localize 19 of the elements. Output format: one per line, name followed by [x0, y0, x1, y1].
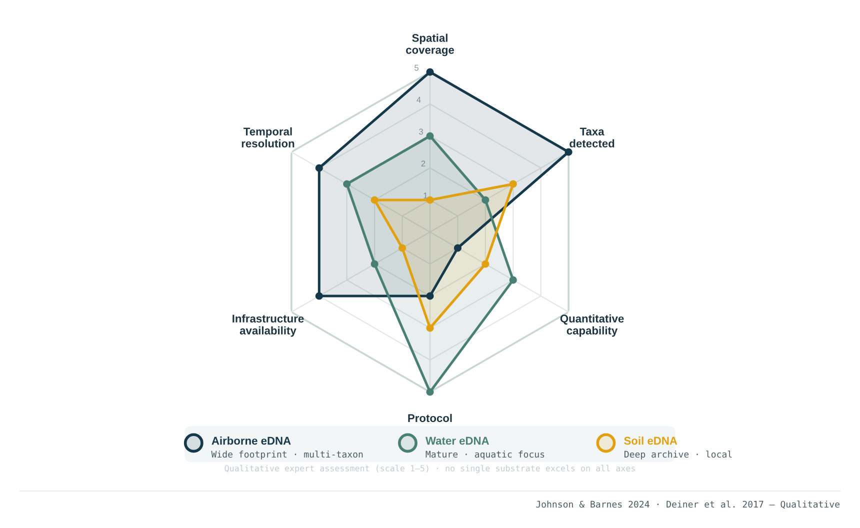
spoke-label: Spatial coverage — [406, 34, 454, 56]
spoke-label: Temporal resolution — [242, 127, 294, 148]
text: Johnson & Barnes 2024 · Deiner et al. 2017 — Qualitative — [536, 500, 840, 509]
legend-label: Soil eDNA — [624, 436, 678, 445]
y-tick-label: 1 — [424, 192, 428, 198]
legend-label: Water eDNA — [426, 436, 490, 445]
legend-label: Airborne eDNA — [212, 436, 291, 445]
y-tick-label: 3 — [418, 128, 423, 135]
text: Mature · aquatic focus — [426, 450, 544, 460]
spoke-label: Taxa detected — [570, 128, 614, 148]
spoke-label: Protocol — [408, 414, 452, 422]
spoke-label: Quantitative capability — [560, 314, 624, 337]
text: Deep archive · local — [624, 450, 732, 460]
spoke-label: Infrastructure availability — [232, 314, 304, 337]
y-tick-label: 2 — [421, 160, 426, 166]
y-tick-label: 5 — [414, 64, 418, 71]
y-tick-label: 4 — [416, 96, 421, 103]
text: Qualitative expert assessment (scale 1–5) · no single substrate excels on all axes — [224, 464, 635, 474]
text: Wide footprint · multi-taxon — [211, 450, 363, 460]
